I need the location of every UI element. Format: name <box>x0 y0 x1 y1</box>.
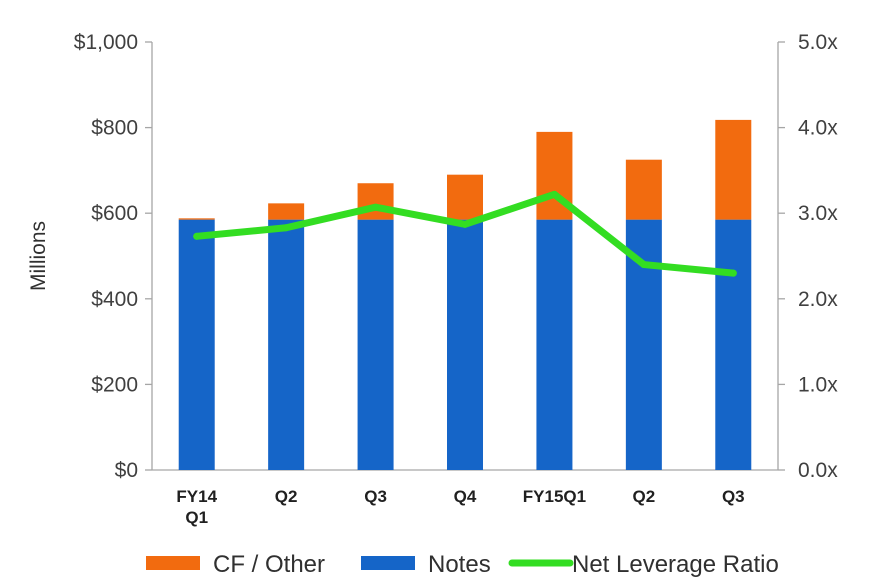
line-point <box>640 261 648 269</box>
right-tick-label: 0.0x <box>798 459 838 482</box>
line-point <box>372 203 380 211</box>
left-tick-label: $0 <box>115 459 138 482</box>
right-tick-label: 1.0x <box>798 373 838 396</box>
legend-swatch-cf-other <box>146 556 200 570</box>
legend-label-notes: Notes <box>428 551 491 578</box>
right-tick-label: 4.0x <box>798 117 838 140</box>
axes-layer: $0 $200 $400 $600 $800 $1,000 0.0x 1.0x 2.0x 3.0x… <box>27 31 838 482</box>
legend-swatch-notes <box>361 556 415 570</box>
x-tick-label: Q2 <box>275 487 298 506</box>
bar-cf-other <box>357 183 394 220</box>
x-tick-label: Q4 <box>454 487 477 506</box>
right-tick-label: 2.0x <box>798 288 838 311</box>
line-point <box>193 232 201 240</box>
x-tick-label: Q3 <box>722 487 745 506</box>
line-point <box>282 224 290 232</box>
bar-notes <box>715 219 752 470</box>
right-tick-label: 5.0x <box>798 31 838 54</box>
legend: CF / Other Notes Net Leverage Ratio <box>146 551 779 578</box>
bar-cf-other <box>715 119 752 220</box>
bar-notes <box>357 219 394 470</box>
left-tick-label: $800 <box>91 117 138 140</box>
left-tick-label: $1,000 <box>74 31 138 54</box>
bars-layer <box>178 119 752 470</box>
line-point <box>729 269 737 277</box>
bar-cf-other <box>447 174 483 220</box>
bar-notes <box>536 219 573 470</box>
bar-notes <box>178 219 215 470</box>
y-axis-label: Millions <box>27 221 50 291</box>
legend-label-net-leverage-ratio: Net Leverage Ratio <box>572 551 779 578</box>
x-tick-label: Q1 <box>185 508 208 527</box>
x-tick-label: FY15Q1 <box>523 487 586 506</box>
x-tick-label: Q2 <box>633 487 656 506</box>
legend-label-cf-other: CF / Other <box>213 551 325 578</box>
bar-notes <box>268 219 305 470</box>
right-tick-label: 3.0x <box>798 202 838 225</box>
x-tick-label: FY14 <box>176 487 217 506</box>
bar-cf-other <box>625 159 662 220</box>
labels-layer: FY14 Q1 Q2 Q3 Q4 FY15Q1 Q2 Q3 <box>176 487 744 527</box>
left-tick-label: $200 <box>91 373 138 396</box>
line-point <box>550 190 558 198</box>
line-layer <box>193 190 737 277</box>
bar-cf-other <box>268 203 305 220</box>
line-point <box>461 220 469 228</box>
x-tick-label: Q3 <box>364 487 387 506</box>
bar-cf-other <box>178 218 215 220</box>
left-tick-label: $600 <box>91 202 138 225</box>
bar-notes <box>447 219 483 470</box>
left-tick-label: $400 <box>91 288 138 311</box>
